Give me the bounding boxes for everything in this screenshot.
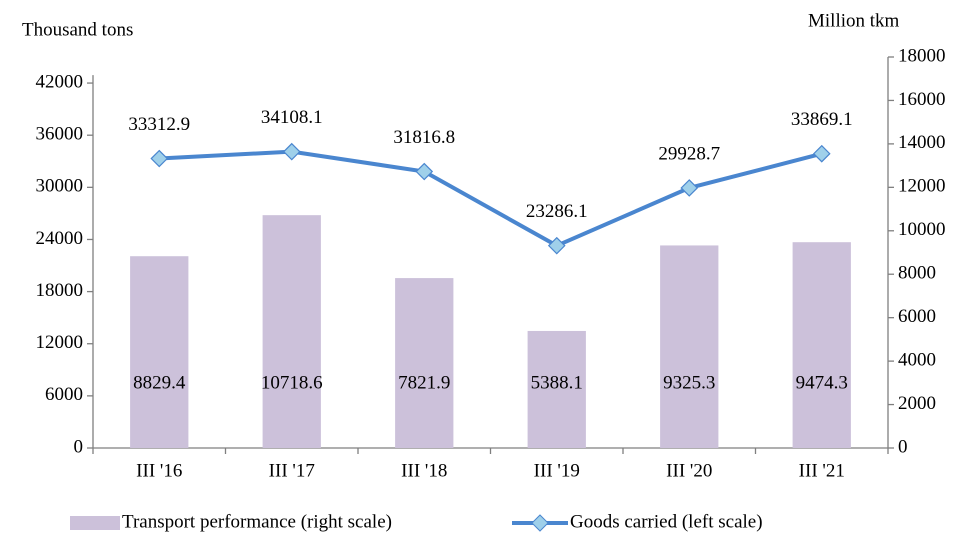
legend-label: Transport performance (right scale) xyxy=(122,511,392,532)
bar xyxy=(527,330,586,448)
line-value-label: 34108.1 xyxy=(261,107,323,128)
line-value-label: 29928.7 xyxy=(658,143,720,164)
y2-tick-label: 6000 xyxy=(898,306,936,327)
line xyxy=(159,149,823,248)
y2-tick-label: 8000 xyxy=(898,263,936,284)
bar xyxy=(792,242,851,448)
x-tick-label: III '17 xyxy=(269,460,315,481)
y-tick-label: 36000 xyxy=(36,124,84,145)
y2-tick-label: 10000 xyxy=(898,219,946,240)
marker xyxy=(680,179,699,197)
bar-value-label: 9325.3 xyxy=(663,372,715,393)
y2-tick-label: 0 xyxy=(898,436,908,457)
marker xyxy=(282,142,301,161)
y2-tick-label: 2000 xyxy=(898,393,936,414)
y-tick-label: 12000 xyxy=(36,332,84,353)
x-tick-label: III '18 xyxy=(401,460,447,481)
y-tick-label: 6000 xyxy=(45,384,83,405)
legend-label: Goods carried (left scale) xyxy=(570,511,763,532)
x-tick-label: III '16 xyxy=(136,460,182,481)
y2-tick-label: 16000 xyxy=(898,89,946,110)
bar-value-label: 7821.9 xyxy=(398,372,450,393)
y2-axis-label: Million tkm xyxy=(808,10,900,31)
x-tick-label: III '21 xyxy=(799,460,845,481)
bar xyxy=(660,245,719,448)
bar-value-label: 10718.6 xyxy=(261,372,323,393)
y-axis-label: Thousand tons xyxy=(22,19,133,40)
marker xyxy=(812,144,831,163)
x-tick-label: III '19 xyxy=(534,460,580,481)
y-tick-label: 0 xyxy=(74,436,84,457)
line-value-label: 33312.9 xyxy=(128,114,190,135)
y-tick-label: 24000 xyxy=(36,228,84,249)
marker xyxy=(415,162,434,181)
bar xyxy=(130,256,189,448)
bar-value-label: 9474.3 xyxy=(796,372,848,393)
y2-tick-label: 4000 xyxy=(898,349,936,370)
y-tick-label: 18000 xyxy=(36,280,84,301)
y-tick-label: 42000 xyxy=(36,71,84,92)
y-tick-label: 30000 xyxy=(36,176,84,197)
x-tick-label: III '20 xyxy=(666,460,712,481)
marker xyxy=(150,149,169,168)
line-value-label: 31816.8 xyxy=(393,127,455,148)
marker xyxy=(547,236,566,255)
line-value-label: 33869.1 xyxy=(791,109,853,130)
y2-tick-label: 18000 xyxy=(898,45,946,66)
bar xyxy=(395,278,454,448)
y2-tick-label: 12000 xyxy=(898,176,946,197)
legend-marker xyxy=(531,514,549,532)
bar-value-label: 8829.4 xyxy=(133,372,186,393)
legend-swatch xyxy=(70,516,120,530)
bar-value-label: 5388.1 xyxy=(531,372,583,393)
line-value-label: 23286.1 xyxy=(526,201,588,222)
bar xyxy=(262,215,321,448)
y2-tick-label: 14000 xyxy=(898,132,946,153)
